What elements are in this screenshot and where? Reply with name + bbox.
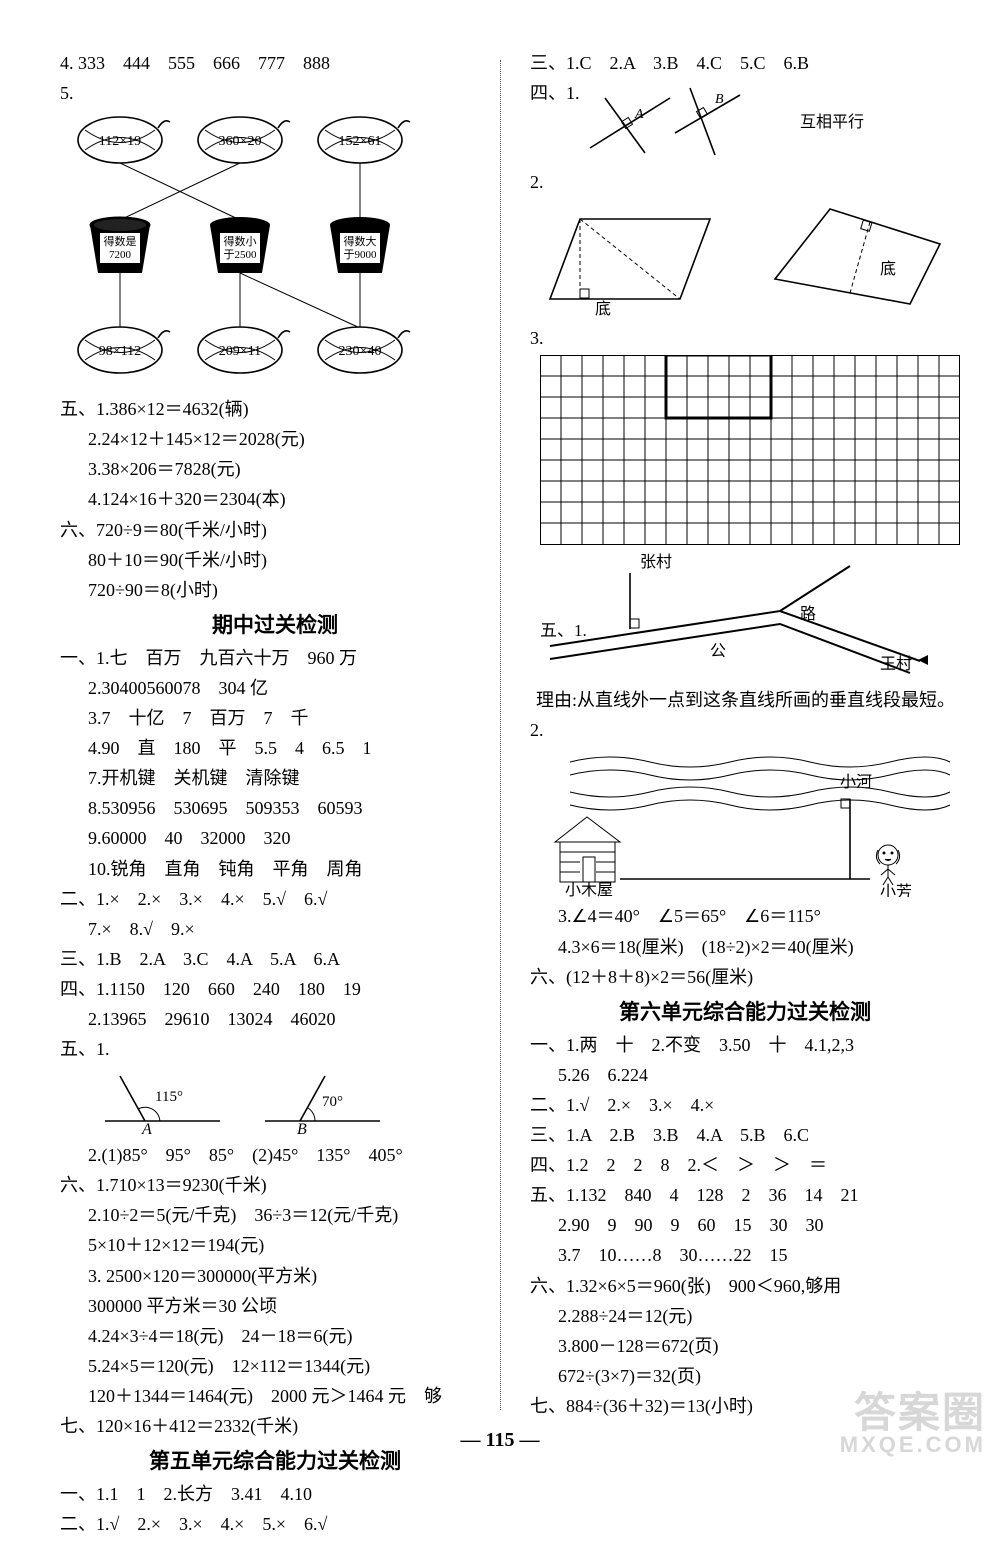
svg-text:115°: 115° xyxy=(155,1089,183,1105)
svg-text:于2500: 于2500 xyxy=(224,249,257,261)
svg-text:得数大: 得数大 xyxy=(344,234,377,248)
svg-text:王村: 王村 xyxy=(880,655,912,673)
svg-text:B: B xyxy=(715,92,724,107)
melon-matching-diagram: 112×19 360×20 152×61 xyxy=(60,110,420,390)
watermark: 答案圈 MXQE.COM xyxy=(840,1392,986,1456)
svg-text:A: A xyxy=(634,107,644,122)
svg-text:小木屋: 小木屋 xyxy=(565,881,613,897)
left-5-prefix: 5. xyxy=(60,80,490,106)
svg-text:于9000: 于9000 xyxy=(344,249,377,261)
svg-text:360×20: 360×20 xyxy=(219,134,262,149)
svg-text:98×112: 98×112 xyxy=(99,344,141,359)
column-divider xyxy=(500,60,501,1410)
title-unit6: 第六单元综合能力过关检测 xyxy=(530,996,960,1026)
svg-text:152×61: 152×61 xyxy=(339,134,382,149)
road-diagram: 张村 公 路 王村 五、1. xyxy=(540,551,960,681)
svg-text:路: 路 xyxy=(800,605,816,623)
svg-text:得数小: 得数小 xyxy=(224,235,257,248)
svg-text:底: 底 xyxy=(595,300,611,318)
svg-text:209×11: 209×11 xyxy=(219,344,261,359)
l-mid5: 五、1. xyxy=(60,1036,490,1062)
svg-text:7200: 7200 xyxy=(109,249,132,261)
svg-text:A: A xyxy=(141,1121,152,1136)
svg-text:得数是: 得数是 xyxy=(104,235,137,248)
svg-text:小芳: 小芳 xyxy=(880,883,912,897)
r5-reason: 理由:从直线外一点到这条直线所画的垂直线段最短。 xyxy=(530,687,960,713)
svg-text:B: B xyxy=(297,1121,307,1136)
svg-text:公: 公 xyxy=(710,643,726,660)
grid-diagram xyxy=(540,355,960,545)
svg-text:小河: 小河 xyxy=(840,773,872,791)
river-scene-diagram: 小河 小木屋 小芳 xyxy=(540,747,960,897)
angle-diagram: 115° A 70° B xyxy=(90,1066,390,1136)
left-4: 4. 333 444 555 666 777 888 xyxy=(60,50,490,76)
r-3: 三、1.C 2.A 3.B 4.C 5.C 6.B xyxy=(530,50,960,76)
l-sec6: 六、720÷9＝80(千米/小时) xyxy=(60,517,490,543)
svg-text:底: 底 xyxy=(880,260,896,278)
parallel-diagram: A B xyxy=(580,83,800,163)
svg-text:230×40: 230×40 xyxy=(339,344,382,359)
quad-heights-diagram: 底 底 xyxy=(540,199,960,319)
l-sec5: 五、1.386×12＝4632(辆) xyxy=(60,396,490,422)
svg-text:70°: 70° xyxy=(322,1094,343,1110)
svg-text:112×19: 112×19 xyxy=(99,134,141,149)
svg-text:五、1.: 五、1. xyxy=(540,621,587,640)
svg-text:张村: 张村 xyxy=(640,553,672,571)
title-midterm: 期中过关检测 xyxy=(60,609,490,639)
